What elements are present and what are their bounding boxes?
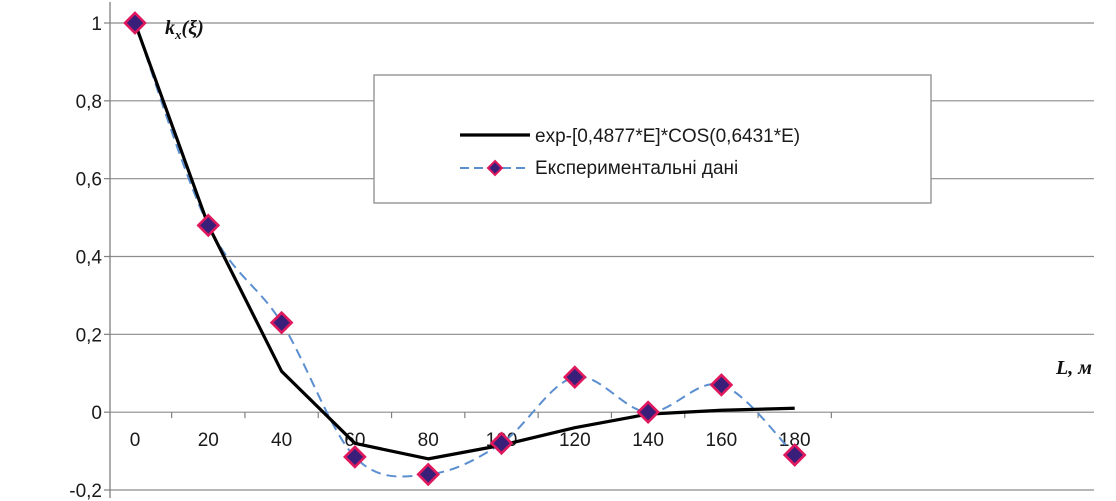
series-model-line [133, 22, 795, 461]
experimental-marker [196, 213, 221, 238]
legend-label-experimental: Експериментальні дані [535, 158, 738, 179]
y-axis-title-main: k [165, 17, 175, 39]
experimental-marker [343, 445, 367, 469]
x-tick-label: 20 [198, 430, 219, 451]
y-axis-title-sub: x [174, 27, 182, 42]
x-axis-title: L, м [1055, 357, 1092, 379]
x-tick-label: 40 [271, 430, 292, 451]
markers [123, 11, 807, 487]
x-tick-label: 180 [779, 430, 811, 451]
x-tick-label: 80 [418, 430, 439, 451]
x-tick-label: 120 [559, 430, 591, 451]
legend: exp-[0,4877*E]*COS(0,6431*E) Експеримент… [373, 74, 932, 204]
experimental-marker [123, 11, 147, 35]
y-tick-label: 1 [91, 14, 102, 35]
experimental-marker [416, 462, 441, 487]
experimental-marker [562, 365, 587, 389]
legend-diamond-marker [486, 159, 504, 177]
experimental-marker [782, 443, 807, 467]
y-tick-label: 0,4 [76, 248, 103, 269]
y-tick-label: 0,6 [76, 170, 102, 191]
experimental-marker [489, 431, 514, 456]
experimental-marker [636, 400, 660, 425]
y-tick-label: 0 [91, 403, 102, 424]
experimental-marker [269, 310, 294, 335]
legend-box [373, 74, 932, 204]
y-tick-label: 0,8 [76, 92, 102, 113]
y-tick-label: -0,2 [69, 481, 102, 501]
x-tick-labels: 020406080100120140160180 [130, 430, 811, 451]
y-tick-labels: 1 0,8 0,6 0,4 0,2 0 -0,2 [69, 14, 102, 501]
y-tick-label: 0,2 [76, 325, 102, 346]
legend-label-model: exp-[0,4877*E]*COS(0,6431*E) [535, 126, 800, 147]
x-tick-label: 140 [632, 430, 664, 451]
x-tick-label: 160 [706, 430, 738, 451]
experimental-marker [709, 373, 734, 397]
y-axis-title-arg: (ξ) [182, 17, 204, 39]
x-tick-label: 0 [130, 430, 141, 451]
y-axis-title: kx(ξ) [165, 17, 204, 42]
